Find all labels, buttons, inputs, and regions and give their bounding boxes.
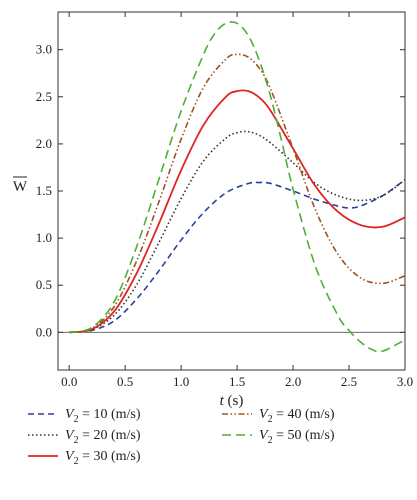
y-tick-label: 0.5	[36, 277, 52, 292]
legend-label-4: V2 = 40 (m/s)	[259, 407, 335, 425]
x-tick-label: 0.0	[61, 374, 77, 389]
legend-symbol: V	[259, 407, 269, 422]
legend-subscript: 2	[74, 414, 79, 425]
x-axis-label-symbol: t	[220, 393, 225, 409]
series-line-5	[69, 21, 405, 353]
legend-subscript: 2	[74, 435, 79, 446]
y-axis-label: W	[13, 179, 28, 195]
y-tick-label: 3.0	[36, 42, 52, 57]
series-line-4	[69, 53, 405, 334]
legend-label-1: V2 = 10 (m/s)	[65, 407, 141, 425]
legend-subscript: 2	[268, 435, 273, 446]
legend-symbol: V	[259, 428, 269, 443]
y-tick-label: 0.0	[36, 324, 52, 339]
x-tick-label: 1.5	[229, 374, 245, 389]
legend-subscript: 2	[74, 456, 79, 467]
series-group	[69, 21, 405, 353]
legend-value: = 50 (m/s)	[273, 428, 335, 443]
x-tick-label: 2.0	[285, 374, 301, 389]
x-tick-label: 2.5	[341, 374, 357, 389]
y-tick-label: 2.5	[36, 89, 52, 104]
y-tick-label: 1.5	[36, 183, 52, 198]
legend-value: = 40 (m/s)	[273, 407, 335, 422]
x-axis-label-unit: (s)	[224, 393, 244, 409]
x-tick-label: 3.0	[397, 374, 413, 389]
y-tick-label: 2.0	[36, 136, 52, 151]
x-tick-label: 0.5	[117, 374, 133, 389]
series-line-3	[69, 89, 405, 334]
x-tick-label: 1.0	[173, 374, 189, 389]
y-tick-label: 1.0	[36, 230, 52, 245]
legend-symbol: V	[65, 428, 75, 443]
legend-subscript: 2	[268, 414, 273, 425]
legend-symbol: V	[65, 449, 75, 464]
x-axis-label: t (s)	[220, 393, 244, 409]
legend-value: = 30 (m/s)	[79, 449, 141, 464]
legend-label-3: V2 = 30 (m/s)	[65, 449, 141, 467]
series-line-1	[69, 179, 405, 334]
legend-symbol: V	[65, 407, 75, 422]
legend-label-2: V2 = 20 (m/s)	[65, 428, 141, 446]
legend-label-5: V2 = 50 (m/s)	[259, 428, 335, 446]
legend-value: = 10 (m/s)	[79, 407, 141, 422]
legend-value: = 20 (m/s)	[79, 428, 141, 443]
